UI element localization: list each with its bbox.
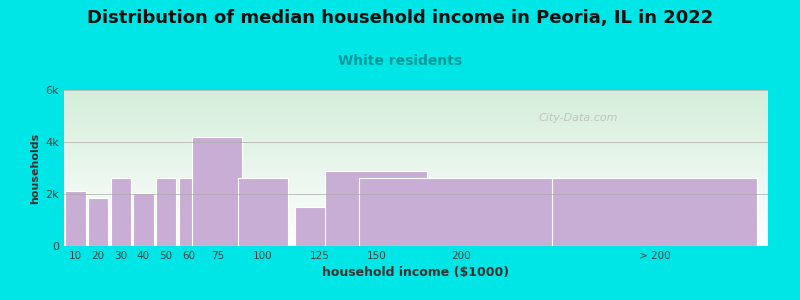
Bar bbox=[178, 178, 199, 246]
Bar bbox=[294, 207, 345, 246]
Text: City-Data.com: City-Data.com bbox=[538, 113, 618, 123]
Bar bbox=[65, 191, 86, 246]
Bar bbox=[238, 178, 288, 246]
Bar bbox=[156, 178, 177, 246]
Text: White residents: White residents bbox=[338, 54, 462, 68]
Bar bbox=[88, 198, 108, 246]
Y-axis label: households: households bbox=[30, 132, 40, 204]
X-axis label: household income ($1000): household income ($1000) bbox=[322, 266, 510, 279]
Bar bbox=[325, 171, 427, 246]
Bar bbox=[134, 193, 154, 246]
Bar bbox=[192, 137, 242, 246]
Bar bbox=[110, 178, 131, 246]
Bar bbox=[552, 178, 757, 246]
Bar bbox=[359, 178, 564, 246]
Text: Distribution of median household income in Peoria, IL in 2022: Distribution of median household income … bbox=[87, 9, 713, 27]
